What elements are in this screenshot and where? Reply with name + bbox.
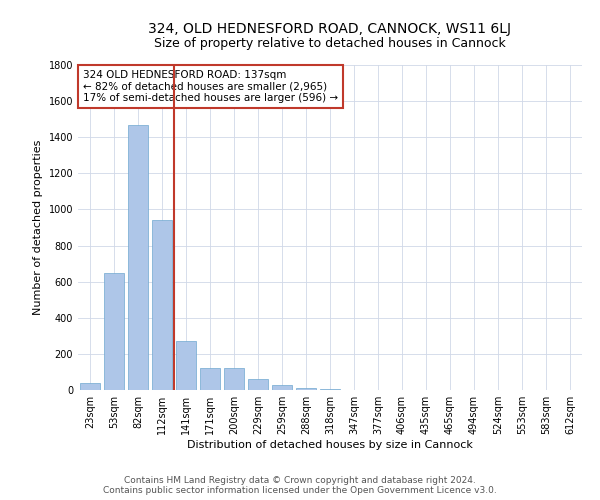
Bar [128, 124, 148, 390]
Bar [296, 388, 316, 390]
Text: 324, OLD HEDNESFORD ROAD, CANNOCK, WS11 6LJ: 324, OLD HEDNESFORD ROAD, CANNOCK, WS11 … [149, 22, 511, 36]
Bar [224, 368, 244, 390]
Bar [176, 341, 196, 390]
Bar [80, 383, 100, 390]
Bar [272, 386, 292, 390]
Bar [104, 272, 124, 390]
Bar [200, 368, 220, 390]
X-axis label: Distribution of detached houses by size in Cannock: Distribution of detached houses by size … [187, 440, 473, 450]
Text: Contains HM Land Registry data © Crown copyright and database right 2024.
Contai: Contains HM Land Registry data © Crown c… [103, 476, 497, 495]
Y-axis label: Number of detached properties: Number of detached properties [33, 140, 43, 315]
Bar [320, 389, 340, 390]
Text: Size of property relative to detached houses in Cannock: Size of property relative to detached ho… [154, 38, 506, 51]
Bar [152, 220, 172, 390]
Bar [248, 379, 268, 390]
Text: 324 OLD HEDNESFORD ROAD: 137sqm
← 82% of detached houses are smaller (2,965)
17%: 324 OLD HEDNESFORD ROAD: 137sqm ← 82% of… [83, 70, 338, 103]
